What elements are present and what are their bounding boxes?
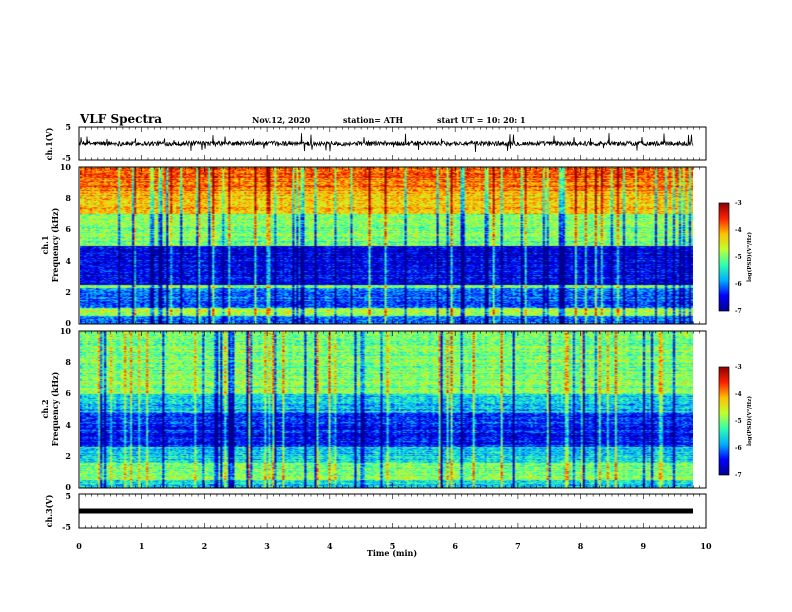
ch1-cb-tick-m6: -6 <box>735 281 742 288</box>
ch1-colorbar: -3 -4 -5 -6 -7 log(PSD)(V²/Hz) <box>718 200 753 315</box>
ch1-waveform-panel: 5 -5 ch.1(V) <box>44 122 707 163</box>
ch2-ytick-0: 0 <box>65 482 71 492</box>
ch1-cb-tick-m4: -4 <box>735 227 742 234</box>
ch1-spectrogram-image <box>80 167 693 324</box>
ch1-ytick-0: 0 <box>65 318 71 328</box>
x-tick-label: 0 <box>76 541 82 551</box>
figure-title: VLF Spectra <box>79 112 162 126</box>
x-tick-label: 9 <box>641 541 647 551</box>
ch1-ytick-6: 6 <box>65 224 71 234</box>
ch1-cb-tick-m7: -7 <box>735 308 742 315</box>
ch2-colorbar-gradient <box>719 367 729 475</box>
ch3-voltage-axis-label: ch.3(V) <box>44 494 54 527</box>
ch2-spectrogram-panel: 10 8 6 4 2 0 ch.2Frequency (kHz) <box>40 326 707 492</box>
ch3-ytick-bottom: -5 <box>62 522 71 532</box>
ch2-colorbar: -3 -4 -5 -6 -7 log(PSD)(V²/Hz) <box>718 364 753 479</box>
ch1-ytick-top: 5 <box>65 122 71 132</box>
ch2-cb-tick-m4: -4 <box>735 391 742 398</box>
ch3-ytick-top: 5 <box>65 491 71 501</box>
x-tick-label: 4 <box>327 541 333 551</box>
x-tick-label: 8 <box>578 541 584 551</box>
ch2-cb-tick-m5: -5 <box>735 418 742 425</box>
x-tick-label: 7 <box>515 541 521 551</box>
ch1-cb-tick-m3: -3 <box>735 200 742 207</box>
x-tick-label: 6 <box>452 541 458 551</box>
ch1-spectrogram-panel: 10 8 6 4 2 0 ch.1Frequency (kHz) <box>40 162 707 328</box>
ch1-voltage-axis-label: ch.1(V) <box>44 127 54 160</box>
ch2-ytick-4: 4 <box>65 420 71 430</box>
x-tick-label: 10 <box>700 541 712 551</box>
date-label: Nov.12, 2020 <box>252 115 311 125</box>
station-label: station= ATH <box>343 115 403 125</box>
x-tick-label: 1 <box>139 541 145 551</box>
start-time-label: start UT = 10: 20: 1 <box>437 115 526 125</box>
ch2-cb-tick-m3: -3 <box>735 364 742 371</box>
x-tick-label: 2 <box>202 541 208 551</box>
time-axis-label: Time (min) <box>367 548 417 558</box>
ch1-ytick-10: 10 <box>60 162 72 172</box>
ch1-colorbar-frame <box>718 202 730 312</box>
ch1-colorbar-gradient <box>719 203 729 311</box>
x-tick-label: 5 <box>390 541 396 551</box>
ch2-frequency-axis-label: ch.2Frequency (kHz) <box>40 371 60 446</box>
ch1-waveform-line <box>78 133 694 153</box>
ch2-colorbar-frame <box>718 366 730 476</box>
ch2-ytick-2: 2 <box>65 451 71 461</box>
ch1-cb-tick-m5: -5 <box>735 254 742 261</box>
ch2-ytick-6: 6 <box>65 388 71 398</box>
ch1-ytick-4: 4 <box>65 256 71 266</box>
ch1-ytick-8: 8 <box>65 193 71 203</box>
ch2-spectrogram-image <box>80 331 693 488</box>
ch1-colorbar-label: log(PSD)(V²/Hz) <box>746 232 753 282</box>
ch1-ytick-2: 2 <box>65 287 71 297</box>
ch2-colorbar-label: log(PSD)(V²/Hz) <box>746 396 753 446</box>
x-axis-ticks: 0 1 2 3 4 5 6 7 8 9 10 <box>76 127 712 551</box>
ch2-ytick-10: 10 <box>60 326 72 336</box>
x-tick-label: 3 <box>264 541 270 551</box>
ch3-waveform-trace <box>79 508 693 514</box>
ch2-cb-tick-m6: -6 <box>735 445 742 452</box>
ch2-cb-tick-m7: -7 <box>735 472 742 479</box>
ch1-frequency-axis-label: ch.1Frequency (kHz) <box>40 207 60 282</box>
ch2-ytick-8: 8 <box>65 357 71 367</box>
ch1-ytick-bottom: -5 <box>62 153 71 163</box>
